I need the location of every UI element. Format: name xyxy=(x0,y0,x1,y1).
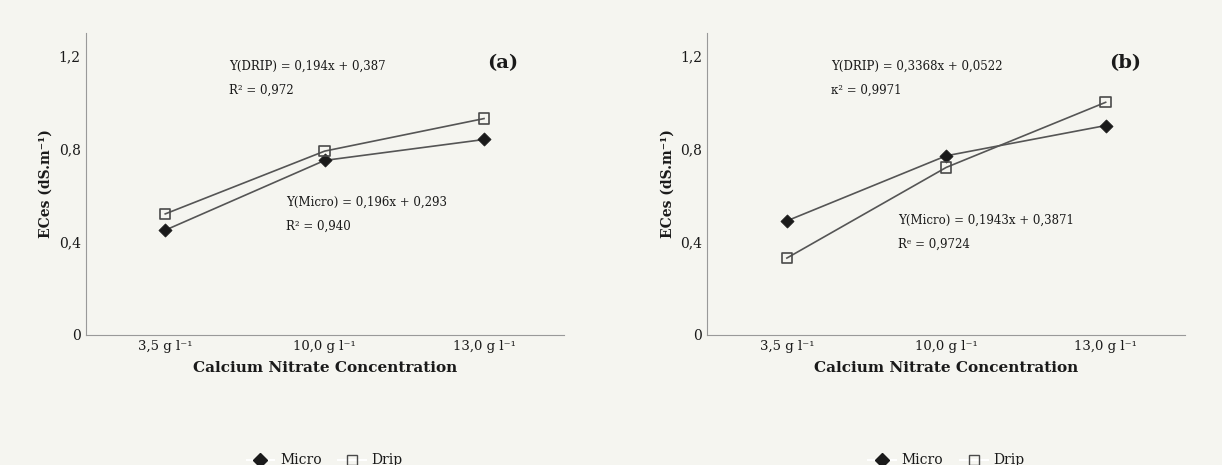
X-axis label: Calcium Nitrate Concentration: Calcium Nitrate Concentration xyxy=(193,361,457,375)
Text: Y(Micro) = 0,196x + 0,293: Y(Micro) = 0,196x + 0,293 xyxy=(286,196,447,209)
Text: Y(DRIP) = 0,3368x + 0,0522: Y(DRIP) = 0,3368x + 0,0522 xyxy=(831,60,1003,73)
Point xyxy=(1096,99,1116,106)
Y-axis label: ECes (dS.m⁻¹): ECes (dS.m⁻¹) xyxy=(661,129,675,238)
Point xyxy=(315,157,335,164)
Text: R² = 0,972: R² = 0,972 xyxy=(229,84,293,97)
Text: Y(Micro) = 0,1943x + 0,3871: Y(Micro) = 0,1943x + 0,3871 xyxy=(898,214,1074,227)
Point xyxy=(936,152,956,159)
Point xyxy=(155,226,175,234)
Text: (a): (a) xyxy=(488,53,518,72)
Text: Y(DRIP) = 0,194x + 0,387: Y(DRIP) = 0,194x + 0,387 xyxy=(229,60,386,73)
Point xyxy=(315,147,335,155)
Point xyxy=(474,115,494,122)
Point xyxy=(155,210,175,218)
Text: (b): (b) xyxy=(1108,53,1141,72)
Text: R² = 0,940: R² = 0,940 xyxy=(286,220,351,233)
Legend: Micro, Drip: Micro, Drip xyxy=(241,448,408,465)
Point xyxy=(936,164,956,171)
Point xyxy=(474,136,494,143)
Text: κ² = 0,9971: κ² = 0,9971 xyxy=(831,84,902,97)
Text: Rᵉ = 0,9724: Rᵉ = 0,9724 xyxy=(898,238,970,251)
Point xyxy=(777,217,797,225)
Point xyxy=(1096,122,1116,129)
Point xyxy=(777,254,797,262)
Y-axis label: ECes (dS.m⁻¹): ECes (dS.m⁻¹) xyxy=(39,129,53,238)
Legend: Micro, Drip: Micro, Drip xyxy=(863,448,1030,465)
X-axis label: Calcium Nitrate Concentration: Calcium Nitrate Concentration xyxy=(814,361,1078,375)
